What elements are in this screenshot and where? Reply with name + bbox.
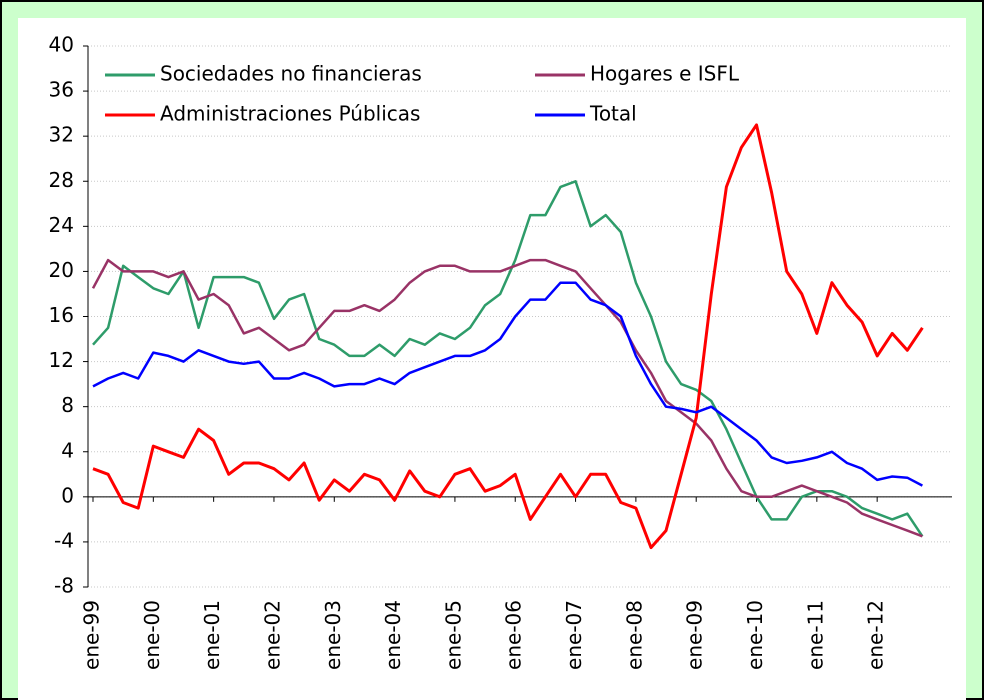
x-tick-label: ene-99 (80, 600, 104, 670)
legend-label: Sociedades no financieras (160, 62, 422, 86)
x-tick-label: ene-10 (743, 600, 767, 670)
y-tick-label: 16 (49, 303, 74, 327)
x-tick-label: ene-12 (864, 600, 888, 670)
series-line (92, 281, 923, 487)
y-tick-label: 28 (49, 168, 74, 192)
y-tick-label: 40 (49, 33, 74, 57)
y-tick-label: 12 (49, 348, 74, 372)
y-tick-label: 20 (49, 258, 74, 282)
x-tick-label: ene-01 (200, 600, 224, 670)
x-tick-label: ene-07 (562, 600, 586, 670)
y-tick-label: -4 (54, 528, 74, 552)
series-line (92, 123, 924, 550)
x-tick-label: ene-06 (502, 600, 526, 670)
x-tick-label: ene-08 (622, 600, 646, 670)
y-tick-label: 8 (61, 393, 74, 417)
y-tick-label: 36 (49, 78, 74, 102)
y-tick-label: 24 (49, 213, 74, 237)
y-tick-label: 0 (61, 483, 74, 507)
series-line (92, 180, 924, 537)
y-tick-label: 4 (61, 438, 74, 462)
legend-label: Administraciones Públicas (160, 102, 420, 126)
y-tick-label: -8 (54, 574, 74, 598)
series-line (91, 258, 923, 538)
x-tick-label: ene-04 (381, 600, 405, 670)
y-tick-label: 32 (49, 123, 74, 147)
x-tick-label: ene-11 (803, 600, 827, 670)
legend-label: Hogares e ISFL (590, 62, 740, 86)
legend-label: Total (589, 102, 637, 126)
x-tick-label: ene-09 (683, 600, 707, 670)
x-tick-label: ene-03 (321, 600, 345, 670)
x-tick-label: ene-00 (140, 600, 164, 670)
x-tick-label: ene-02 (260, 600, 284, 670)
x-tick-label: ene-05 (441, 600, 465, 670)
